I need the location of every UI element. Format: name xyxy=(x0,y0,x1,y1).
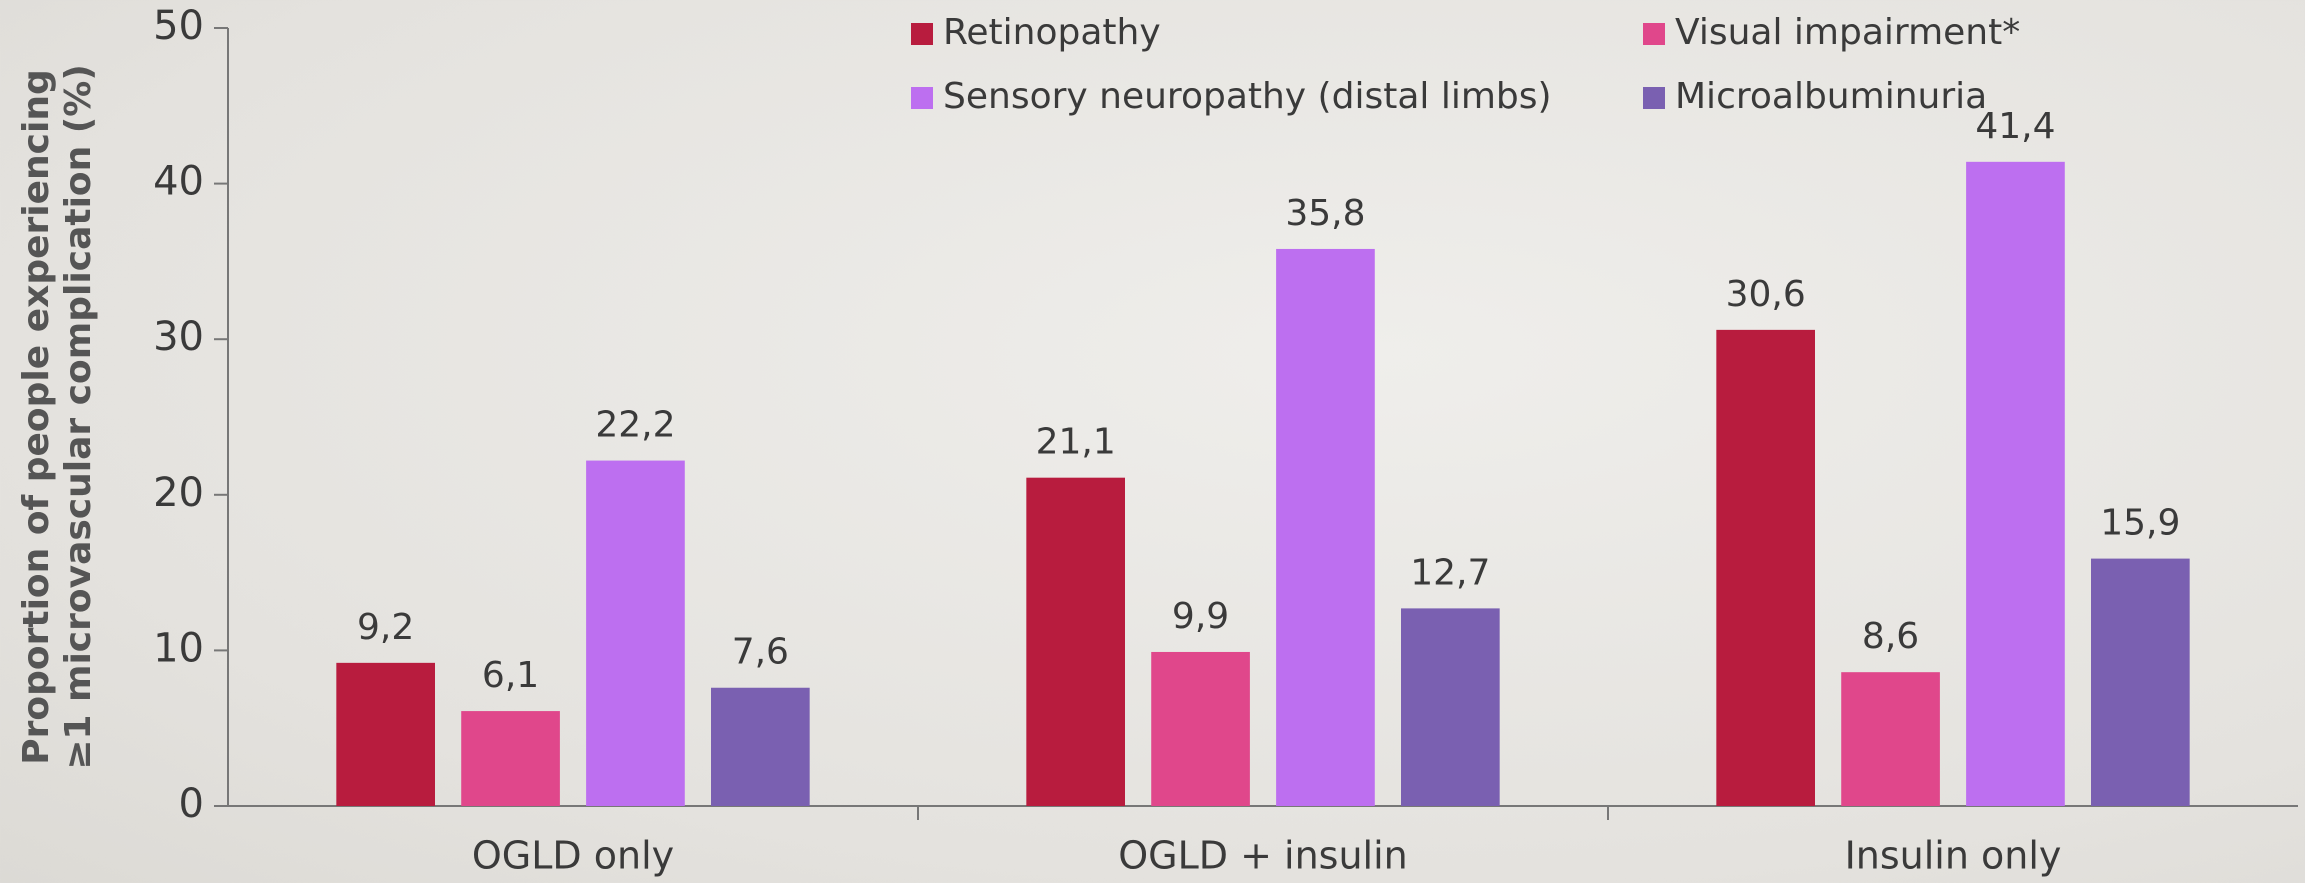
legend-label: Visual impairment* xyxy=(1675,12,2020,53)
bar xyxy=(1276,248,1375,806)
bar xyxy=(461,711,560,806)
data-label: 35,8 xyxy=(1285,193,1365,234)
y-tick-label: 10 xyxy=(153,625,204,671)
data-label: 9,9 xyxy=(1172,596,1229,637)
bar xyxy=(2091,558,2190,806)
y-tick-label: 30 xyxy=(153,314,204,360)
bar xyxy=(586,460,685,806)
x-tick-label: OGLD only xyxy=(472,834,674,878)
y-tick-label: 40 xyxy=(153,159,204,205)
bar xyxy=(1966,161,2065,807)
bar xyxy=(1716,329,1815,806)
x-tick-label: Insulin only xyxy=(1845,834,2062,878)
bar xyxy=(1401,608,1500,806)
y-axis-title: ≥1 microvascular complication (%) xyxy=(58,64,99,770)
legend-swatch xyxy=(1643,87,1665,109)
data-label: 6,1 xyxy=(482,655,539,696)
data-label: 22,2 xyxy=(595,405,675,446)
y-tick-label: 0 xyxy=(179,781,204,827)
data-label: 15,9 xyxy=(2100,503,2180,544)
data-label: 21,1 xyxy=(1036,422,1116,463)
legend-label: Sensory neuropathy (distal limbs) xyxy=(943,76,1552,117)
legend-swatch xyxy=(911,23,933,45)
bar xyxy=(1151,651,1250,806)
legend-swatch xyxy=(1643,23,1665,45)
data-label: 30,6 xyxy=(1726,274,1806,315)
bar xyxy=(1026,477,1125,806)
data-label: 7,6 xyxy=(732,632,789,673)
x-tick-label: OGLD + insulin xyxy=(1118,834,1408,878)
bar xyxy=(1841,672,1940,806)
data-label: 9,2 xyxy=(357,607,414,648)
y-tick-label: 20 xyxy=(153,470,204,516)
data-label: 41,4 xyxy=(1975,106,2055,147)
bar xyxy=(711,687,810,806)
data-label: 12,7 xyxy=(1410,552,1490,593)
bar xyxy=(336,662,435,806)
y-axis-title: Proportion of people experiencing xyxy=(16,69,57,765)
y-tick-label: 50 xyxy=(153,3,204,49)
legend-label: Retinopathy xyxy=(943,12,1161,53)
data-label: 8,6 xyxy=(1862,616,1919,657)
legend-label: Microalbuminuria xyxy=(1675,76,1987,117)
legend-swatch xyxy=(911,87,933,109)
